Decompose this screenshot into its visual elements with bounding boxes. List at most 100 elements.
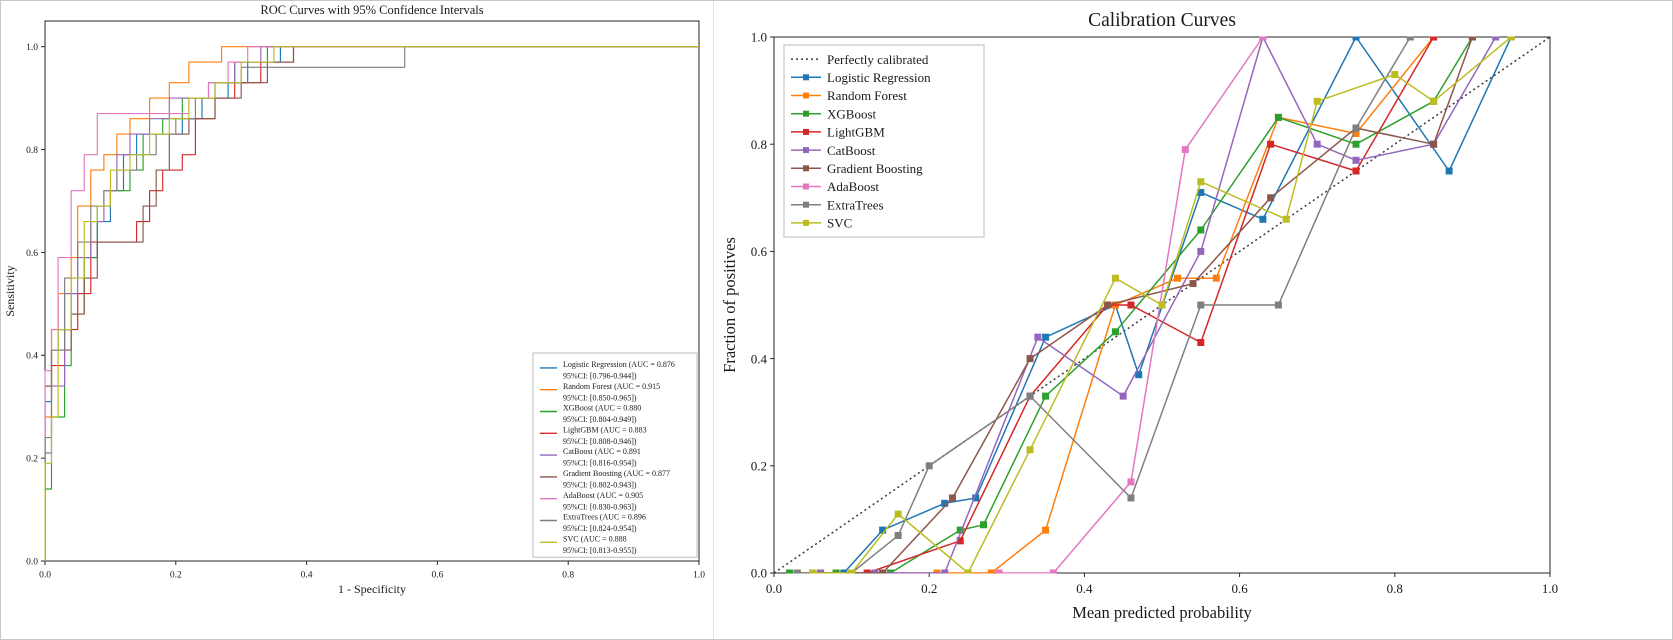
marker-gradient-boosting <box>1430 140 1438 148</box>
marker-gradient-boosting <box>1026 355 1034 363</box>
legend-box <box>532 352 698 558</box>
marker-gradient-boosting <box>879 569 887 574</box>
x-tick-label: 0.0 <box>766 581 782 596</box>
legend-label-random-forest: Random Forest <box>827 88 907 103</box>
marker-xgboost <box>786 569 794 574</box>
legend-label-lightgbm: LightGBM (AUC = 0.883 <box>563 425 647 434</box>
x-tick-label: 0.2 <box>921 581 937 596</box>
legend-label-random-forest: Random Forest (AUC = 0.915 <box>563 382 660 391</box>
legend-label-gradient-boosting: 95%CI: [0.802-0.943]) <box>563 481 637 490</box>
legend-label-logistic-regression: Logistic Regression <box>827 70 931 85</box>
marker-extratrees <box>894 531 902 539</box>
marker-lightgbm <box>1352 167 1360 175</box>
marker-lightgbm <box>1430 36 1438 41</box>
legend-label-catboost: CatBoost <box>827 143 876 158</box>
marker-extratrees <box>1127 494 1135 502</box>
legend-label-svc: SVC <box>827 216 852 231</box>
x-tick-label: 0.8 <box>1387 581 1403 596</box>
marker-catboost <box>871 569 879 574</box>
marker-gradient-boosting <box>1104 301 1112 309</box>
marker-xgboost <box>886 569 894 574</box>
marker-xgboost <box>1111 328 1119 336</box>
series-lightgbm <box>812 36 1435 574</box>
x-tick-label: 0.6 <box>431 571 443 581</box>
marker-gradient-boosting <box>948 494 956 502</box>
marker-adaboost <box>995 569 1003 574</box>
legend-label-catboost: 95%CI: [0.816-0.954]) <box>563 459 637 468</box>
x-tick-label: 0.2 <box>170 571 182 581</box>
marker-xgboost <box>956 526 964 534</box>
x-axis-label: Mean predicted probability <box>1072 603 1252 622</box>
y-tick-label: 0.8 <box>26 146 38 156</box>
chart-title: Calibration Curves <box>1088 10 1236 31</box>
series-extratrees <box>797 36 1411 574</box>
y-tick-label: 0.2 <box>751 458 767 473</box>
marker-svc <box>964 569 972 574</box>
marker-logistic-regression <box>941 499 949 507</box>
marker-extratrees <box>1406 36 1414 41</box>
marker-logistic-regression <box>1259 215 1267 223</box>
x-axis-label: 1 - Specificity <box>338 582 406 596</box>
marker-adaboost <box>1127 478 1135 486</box>
marker-svc <box>894 510 902 518</box>
y-tick-label: 0.2 <box>26 455 38 465</box>
marker-extratrees <box>793 569 801 574</box>
marker-svc <box>848 569 856 574</box>
marker-logistic-regression <box>840 569 848 574</box>
legend-label-catboost: CatBoost (AUC = 0.891 <box>563 447 641 456</box>
y-tick-label: 0.6 <box>751 244 768 259</box>
marker-xgboost <box>832 569 840 574</box>
x-tick-label: 0.4 <box>301 571 313 581</box>
marker-random-forest <box>987 569 995 574</box>
legend-label-random-forest: 95%CI: [0.850-0.965]) <box>563 393 637 402</box>
x-tick-label: 0.4 <box>1076 581 1093 596</box>
marker-lightgbm <box>956 537 964 545</box>
marker-logistic-regression <box>879 526 887 534</box>
marker-lightgbm <box>1197 339 1205 347</box>
x-tick-label: 1.0 <box>693 571 705 581</box>
marker-catboost <box>1197 247 1205 255</box>
legend-label-svc: 95%CI: [0.813-0.955]) <box>563 546 637 555</box>
marker-catboost <box>1352 156 1360 164</box>
legend-marker-random-forest <box>803 92 809 99</box>
y-tick-label: 0.8 <box>751 137 767 152</box>
legend-label-reference: Perfectly calibrated <box>827 52 929 67</box>
series-group <box>44 46 699 561</box>
y-tick-label: 0.4 <box>751 351 768 366</box>
y-tick-label: 0.4 <box>26 352 38 362</box>
chart-title: ROC Curves with 95% Confidence Intervals <box>260 3 483 17</box>
series-adaboost <box>44 46 699 561</box>
marker-lightgbm <box>1127 301 1135 309</box>
marker-svc <box>1197 178 1205 186</box>
legend-marker-svc <box>803 219 809 226</box>
marker-gradient-boosting <box>1468 36 1476 41</box>
marker-random-forest <box>933 569 941 574</box>
y-tick-label: 0.0 <box>26 557 38 567</box>
legend-marker-gradient-boosting <box>803 165 809 172</box>
legend-label-adaboost: AdaBoost <box>827 179 879 194</box>
legend-label-gradient-boosting: Gradient Boosting <box>827 161 923 176</box>
series-group <box>773 36 1551 574</box>
marker-xgboost <box>980 521 988 529</box>
marker-catboost <box>1034 333 1042 341</box>
series-svc <box>44 46 699 561</box>
marker-gradient-boosting <box>1267 194 1275 202</box>
legend-label-xgboost: XGBoost <box>827 106 877 121</box>
marker-random-forest <box>1212 274 1220 282</box>
marker-xgboost <box>1352 140 1360 148</box>
marker-catboost <box>1492 36 1500 41</box>
legend-marker-lightgbm <box>803 128 809 135</box>
marker-svc <box>1507 36 1515 41</box>
legend-label-logistic-regression: Logistic Regression (AUC = 0.876 <box>563 360 675 369</box>
marker-xgboost <box>1274 113 1282 121</box>
legend-label-xgboost: 95%CI: [0.804-0.949]) <box>563 415 637 424</box>
marker-logistic-regression <box>1197 188 1205 196</box>
x-tick-label: 0.8 <box>562 571 574 581</box>
y-tick-label: 1.0 <box>26 43 38 53</box>
legend-marker-adaboost <box>803 183 809 190</box>
legend-label-adaboost: AdaBoost (AUC = 0.905 <box>563 491 643 500</box>
calibration-chart-canvas: 0.0 0.2 0.4 0.6 0.8 1.0 0.0 0.2 0.4 0.6 0.8 1.0 Cali… <box>720 10 1558 622</box>
marker-random-forest <box>1042 526 1050 534</box>
marker-xgboost <box>1042 392 1050 400</box>
marker-extratrees <box>1026 392 1034 400</box>
